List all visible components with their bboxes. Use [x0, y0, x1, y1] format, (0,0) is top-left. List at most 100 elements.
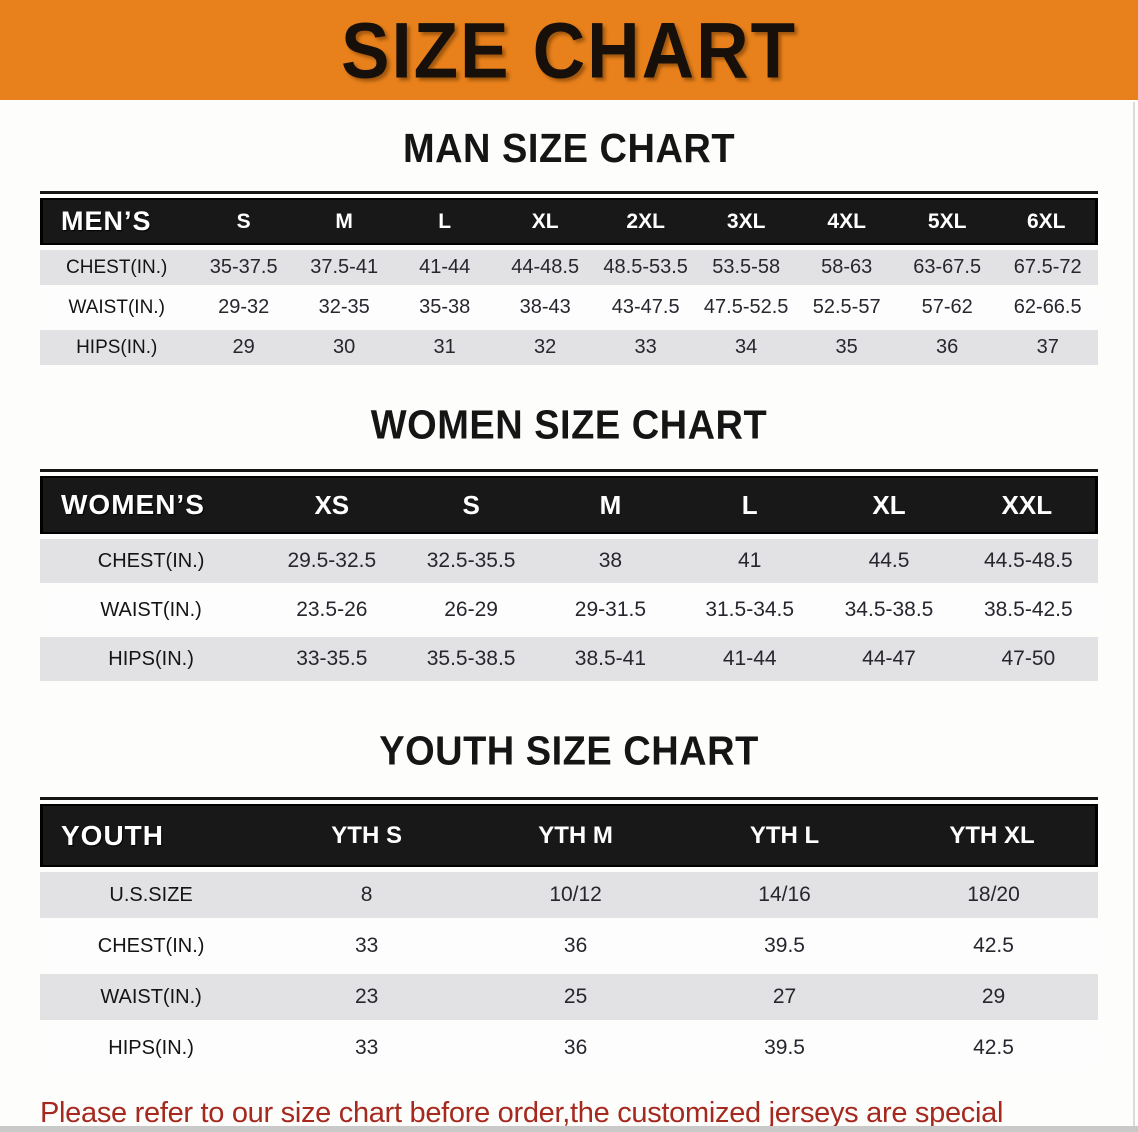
- size-value: 37: [997, 330, 1098, 365]
- men-header-row: MEN’S S M L XL 2XL 3XL 4XL 5XL 6XL: [40, 198, 1098, 245]
- size-column-header: S: [193, 198, 294, 245]
- size-column-header: 4XL: [796, 198, 897, 245]
- row-label: WAIST(IN.): [40, 588, 263, 632]
- women-table-section: WOMEN’S XS S M L XL XXL CHEST(IN.) 29.5-32.5 32.5…: [40, 469, 1098, 686]
- disclaimer-text: Please refer to our size chart before or…: [40, 1092, 1100, 1132]
- size-value: 35-38: [394, 290, 495, 325]
- size-value: 14/16: [680, 872, 890, 918]
- size-value: 44.5: [819, 539, 959, 583]
- size-value: 34.5-38.5: [819, 588, 959, 632]
- table-row: WAIST(IN.) 29-32 32-35 35-38 38-43 43-47.5 47.…: [40, 290, 1098, 325]
- size-column-header: YTH L: [680, 804, 890, 867]
- row-label: CHEST(IN.): [40, 923, 263, 969]
- size-value: 10/12: [471, 872, 681, 918]
- size-column-header: S: [401, 476, 541, 534]
- size-value: 48.5-53.5: [595, 250, 696, 285]
- men-table-name-cell: MEN’S: [40, 198, 194, 245]
- size-value: 34: [695, 330, 797, 365]
- size-column-header: M: [540, 476, 681, 534]
- size-value: 38.5-42.5: [958, 588, 1098, 632]
- table-row: WAIST(IN.) 23 25 27 29: [40, 974, 1098, 1020]
- size-value: 39.5: [680, 1025, 890, 1071]
- size-value: 38-43: [494, 290, 596, 325]
- table-row: HIPS(IN.) 33 36 39.5 42.5: [40, 1025, 1098, 1071]
- table-row: WAIST(IN.) 23.5-26 26-29 29-31.5 31.5-34.5 34…: [40, 588, 1098, 632]
- size-value: 29-31.5: [540, 588, 681, 632]
- size-column-header: L: [394, 198, 495, 245]
- size-value: 41-44: [394, 250, 495, 285]
- row-label: U.S.SIZE: [40, 872, 263, 918]
- size-value: 23: [262, 974, 472, 1020]
- size-value: 62-66.5: [997, 290, 1098, 325]
- youth-header-row: YOUTH YTH S YTH M YTH L YTH XL: [40, 804, 1098, 867]
- youth-table-section: YOUTH YTH S YTH M YTH L YTH XL U.S.SIZE 8 10/12…: [40, 797, 1098, 1076]
- size-column-header: XXL: [958, 476, 1098, 534]
- size-column-header: YTH XL: [889, 804, 1098, 867]
- women-table-name-cell: WOMEN’S: [40, 476, 263, 534]
- size-value: 47.5-52.5: [695, 290, 797, 325]
- women-table-top-border: [40, 469, 1098, 472]
- size-value: 33: [262, 923, 472, 969]
- size-value: 41: [680, 539, 820, 583]
- table-row: CHEST(IN.) 35-37.5 37.5-41 41-44 44-48.5 48.5…: [40, 250, 1098, 285]
- size-value: 36: [471, 923, 681, 969]
- size-column-header: YTH M: [471, 804, 681, 867]
- table-row: U.S.SIZE 8 10/12 14/16 18/20: [40, 872, 1098, 918]
- size-value: 31: [394, 330, 495, 365]
- size-column-header: 3XL: [695, 198, 797, 245]
- size-value: 33: [595, 330, 696, 365]
- size-value: 53.5-58: [695, 250, 797, 285]
- size-value: 38.5-41: [540, 637, 681, 681]
- size-value: 29.5-32.5: [262, 539, 402, 583]
- row-label: WAIST(IN.): [40, 974, 263, 1020]
- page-right-edge-line: [1133, 102, 1135, 1126]
- size-value: 42.5: [889, 1025, 1098, 1071]
- size-value: 33-35.5: [262, 637, 402, 681]
- size-column-header: L: [680, 476, 820, 534]
- size-value: 36: [471, 1025, 681, 1071]
- table-row: CHEST(IN.) 29.5-32.5 32.5-35.5 38 41 44.5 44.5…: [40, 539, 1098, 583]
- size-value: 32-35: [293, 290, 395, 325]
- size-value: 47-50: [958, 637, 1098, 681]
- row-label: HIPS(IN.): [40, 1025, 263, 1071]
- size-value: 32.5-35.5: [401, 539, 541, 583]
- youth-table-name-cell: YOUTH: [40, 804, 263, 867]
- size-column-header: XL: [494, 198, 596, 245]
- size-value: 35: [796, 330, 897, 365]
- row-label: HIPS(IN.): [40, 637, 263, 681]
- banner-title: SIZE CHART: [341, 5, 797, 95]
- size-column-header: 6XL: [997, 198, 1098, 245]
- disclaimer-line-1: Please refer to our size chart before or…: [40, 1097, 1004, 1129]
- size-value: 63-67.5: [896, 250, 998, 285]
- youth-size-chart-heading: YOUTH SIZE CHART: [379, 729, 759, 775]
- size-value: 57-62: [896, 290, 998, 325]
- size-value: 44.5-48.5: [958, 539, 1098, 583]
- size-column-header: XS: [262, 476, 402, 534]
- size-value: 42.5: [889, 923, 1098, 969]
- size-value: 30: [293, 330, 395, 365]
- size-value: 58-63: [796, 250, 897, 285]
- size-value: 43-47.5: [595, 290, 696, 325]
- size-value: 39.5: [680, 923, 890, 969]
- men-table-top-border: [40, 191, 1098, 194]
- size-column-header: 2XL: [595, 198, 696, 245]
- women-header-row: WOMEN’S XS S M L XL XXL: [40, 476, 1098, 534]
- size-value: 29: [889, 974, 1098, 1020]
- size-value: 23.5-26: [262, 588, 402, 632]
- size-value: 29: [193, 330, 294, 365]
- page-bottom-bar: [0, 1126, 1138, 1132]
- women-size-table: WOMEN’S XS S M L XL XXL CHEST(IN.) 29.5-32.5 32.5…: [40, 471, 1098, 686]
- man-size-chart-heading: MAN SIZE CHART: [402, 126, 736, 172]
- size-value: 18/20: [889, 872, 1098, 918]
- row-label: CHEST(IN.): [40, 250, 194, 285]
- size-column-header: M: [293, 198, 395, 245]
- size-value: 27: [680, 974, 890, 1020]
- size-value: 35-37.5: [193, 250, 294, 285]
- size-value: 52.5-57: [796, 290, 897, 325]
- size-value: 35.5-38.5: [401, 637, 541, 681]
- size-value: 44-48.5: [494, 250, 596, 285]
- row-label: WAIST(IN.): [40, 290, 194, 325]
- table-row: HIPS(IN.) 33-35.5 35.5-38.5 38.5-41 41-44 44-…: [40, 637, 1098, 681]
- size-chart-banner: SIZE CHART: [0, 0, 1138, 100]
- row-label: CHEST(IN.): [40, 539, 263, 583]
